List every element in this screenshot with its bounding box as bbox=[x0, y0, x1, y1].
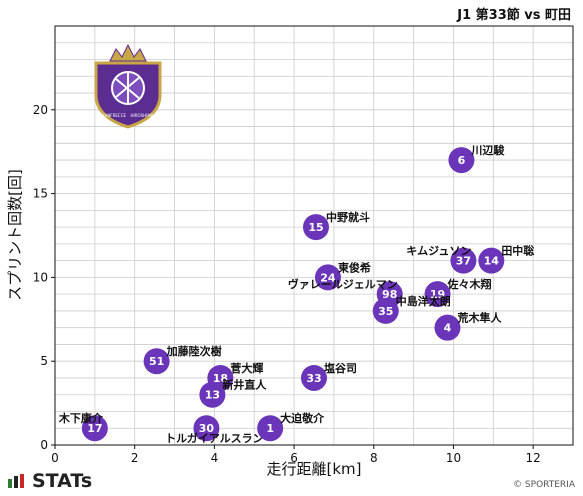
player-marker bbox=[448, 147, 475, 174]
y-tick-label: 20 bbox=[33, 103, 48, 117]
x-tick-label: 4 bbox=[211, 451, 219, 465]
player-number: 35 bbox=[378, 305, 393, 318]
player-name: 川辺駿 bbox=[470, 143, 505, 157]
player-number: 98 bbox=[382, 288, 397, 301]
player-marker bbox=[143, 348, 170, 375]
player-number: 4 bbox=[444, 322, 452, 335]
player-name: 荒木隼人 bbox=[456, 311, 502, 325]
player-name: 中野就斗 bbox=[326, 210, 370, 224]
y-tick-label: 10 bbox=[33, 270, 48, 284]
brand-name: STATs bbox=[32, 470, 93, 492]
player-number: 6 bbox=[458, 154, 466, 167]
player-number: 15 bbox=[308, 221, 323, 234]
player-number: 1 bbox=[266, 422, 274, 435]
player-marker bbox=[199, 381, 226, 408]
player-marker bbox=[193, 415, 220, 442]
player-point: 6 川辺駿 bbox=[448, 143, 505, 174]
player-number: 37 bbox=[456, 255, 471, 268]
player-name: キムジュソン bbox=[406, 245, 471, 258]
player-point: 4 荒木隼人 bbox=[434, 311, 502, 341]
x-tick-label: 10 bbox=[446, 451, 461, 465]
player-name: 塩谷司 bbox=[324, 361, 357, 375]
y-tick-label: 5 bbox=[40, 354, 48, 368]
player-name: 中島洋太朗 bbox=[396, 294, 451, 308]
player-marker bbox=[301, 364, 327, 391]
player-number: 30 bbox=[199, 422, 215, 435]
x-tick-label: 6 bbox=[290, 451, 298, 465]
player-name: 佐々木翔 bbox=[447, 277, 492, 291]
player-name: 新井直人 bbox=[222, 378, 267, 392]
y-tick-label: 0 bbox=[40, 438, 48, 452]
match-title: J1 第33節 vs 町田 bbox=[457, 8, 571, 23]
copyright-text: © SPORTERIA bbox=[513, 480, 575, 490]
player-number: 24 bbox=[320, 271, 336, 284]
player-name: 菅大輝 bbox=[230, 361, 263, 375]
player-marker bbox=[424, 281, 451, 308]
player-number: 33 bbox=[306, 372, 321, 385]
player-number: 51 bbox=[149, 355, 164, 368]
x-axis-label: 走行距離[km] bbox=[266, 460, 361, 478]
plot-frame bbox=[54, 25, 574, 446]
player-number: 13 bbox=[205, 389, 220, 402]
player-name: 東俊希 bbox=[338, 260, 371, 274]
player-number: 19 bbox=[430, 288, 445, 301]
player-marker bbox=[257, 415, 284, 442]
crest-text-right: HIROSHIMA bbox=[130, 113, 153, 118]
player-name: 田中聡 bbox=[501, 244, 534, 258]
player-number: 18 bbox=[213, 372, 228, 385]
x-tick-label: 12 bbox=[526, 451, 541, 465]
y-axis-label: スプリント回数[回] bbox=[6, 169, 24, 301]
y-tick-label: 15 bbox=[33, 187, 48, 201]
player-marker bbox=[450, 247, 477, 274]
team-crest: SANFRECCE HIROSHIMA bbox=[94, 43, 162, 129]
x-tick-label: 0 bbox=[51, 451, 59, 465]
player-name: 大迫敬介 bbox=[280, 411, 325, 425]
player-name: 加藤陸次樹 bbox=[166, 344, 222, 358]
player-point: 1 大迫敬介 bbox=[257, 411, 325, 442]
x-tick-label: 2 bbox=[131, 451, 139, 465]
player-name: 木下康介 bbox=[58, 411, 104, 425]
data-points: 6川辺駿15中野就斗37キムジュソン14田中聡24東俊希98ヴァレールジェルマン… bbox=[58, 143, 534, 445]
player-marker bbox=[81, 415, 108, 442]
crest-crown-shape bbox=[109, 43, 147, 62]
stats-bars-icon bbox=[8, 474, 24, 488]
player-marker bbox=[314, 264, 341, 291]
crest-text-left: SANFRECCE bbox=[102, 113, 127, 118]
player-name: ヴァレールジェルマン bbox=[288, 277, 398, 291]
player-marker bbox=[478, 247, 505, 274]
player-marker bbox=[434, 314, 461, 341]
player-marker bbox=[302, 214, 329, 241]
player-number: 14 bbox=[484, 255, 500, 268]
player-marker bbox=[372, 297, 399, 324]
stats-logo: STATs bbox=[8, 470, 92, 492]
x-tick-label: 8 bbox=[370, 451, 378, 465]
crest-arrows-shape bbox=[115, 72, 141, 104]
player-name: トルガイアルスラン bbox=[165, 431, 264, 445]
player-number: 17 bbox=[87, 422, 102, 435]
